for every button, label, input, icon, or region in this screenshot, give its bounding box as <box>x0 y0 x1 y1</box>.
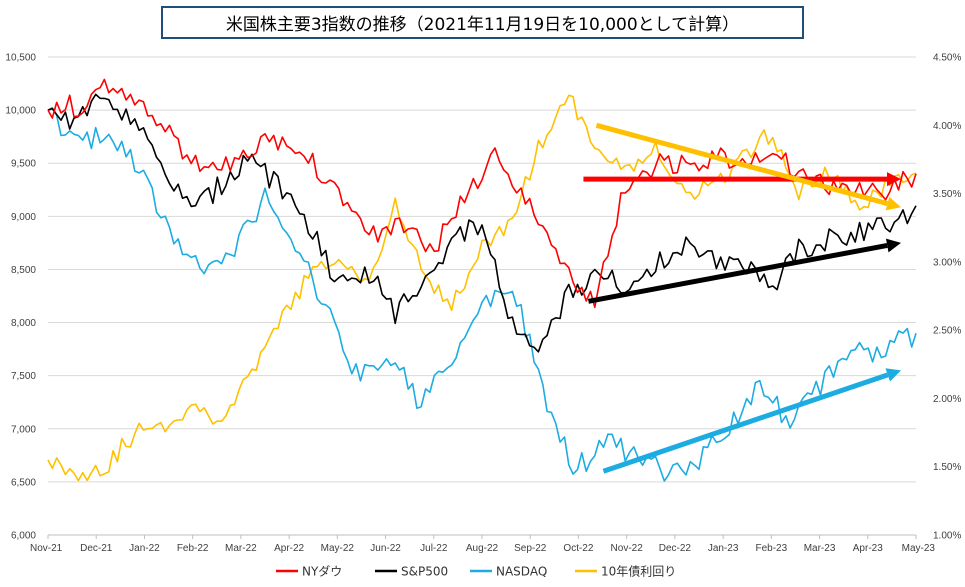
trend-arrow-line-1 <box>595 122 889 207</box>
x-tick-label: Oct-22 <box>563 543 593 554</box>
x-tick-label: Dec-21 <box>80 543 113 554</box>
y-left-tick-label: 9,500 <box>11 159 36 170</box>
x-tick-label: Feb-23 <box>755 543 787 554</box>
x-tick-label: Apr-22 <box>274 543 304 554</box>
legend-label: NASDAQ <box>496 565 547 579</box>
x-tick-label: Feb-22 <box>177 543 209 554</box>
y-left-tick-label: 10,500 <box>5 53 36 64</box>
x-tick-label: May-23 <box>902 543 936 554</box>
series-line-2 <box>47 93 917 353</box>
trend-arrow-head-1 <box>885 196 901 211</box>
y-left-tick-label: 9,000 <box>11 212 36 223</box>
series-lines <box>47 78 917 482</box>
y-right-tick-label: 4.00% <box>933 121 961 132</box>
trend-arrow-head-3 <box>885 368 901 382</box>
y-left-tick-label: 7,500 <box>11 371 36 382</box>
legend-label: NYダウ <box>302 564 342 579</box>
y-left-tick-label: 6,500 <box>11 477 36 488</box>
x-tick-label: Nov-21 <box>30 543 63 554</box>
x-tick-label: Jan-23 <box>708 543 739 554</box>
y-axis-left-ticks: 6,000 6,500 7,000 7,500 8,000 8,500 9,000 9,500… <box>5 53 36 542</box>
x-tick-label: Aug-22 <box>466 543 499 554</box>
y-left-tick-label: 6,000 <box>11 531 36 542</box>
y-left-tick-label: 8,500 <box>11 265 36 276</box>
trend-arrows <box>583 122 901 474</box>
chart-title: 米国株主要3指数の推移（2021年11月19日を10,000として計算） <box>225 15 740 35</box>
x-tick-label: Mar-22 <box>225 543 257 554</box>
y-right-tick-label: 3.50% <box>933 189 961 200</box>
x-tick-label: Nov-22 <box>611 543 644 554</box>
x-tick-label: May-22 <box>321 543 355 554</box>
chart-title-box: 米国株主要3指数の推移（2021年11月19日を10,000として計算） <box>161 6 804 39</box>
y-right-tick-label: 4.50% <box>933 53 961 64</box>
x-tick-label: Jan-22 <box>129 543 160 554</box>
y-right-tick-label: 3.00% <box>933 257 961 268</box>
y-right-tick-label: 1.50% <box>933 462 961 473</box>
series-line-1 <box>47 106 917 482</box>
x-tick-label: Jun-22 <box>370 543 401 554</box>
trend-arrow-head-2 <box>885 238 901 253</box>
series-line-0 <box>47 94 917 482</box>
x-tick-label: Dec-22 <box>659 543 692 554</box>
x-tick-label: Jul-22 <box>420 543 448 554</box>
grid-lines <box>48 56 916 536</box>
y-axis-right-ticks: 1.00% 1.50% 2.00% 2.50% 3.00% 3.50% 4.00% 4.50% <box>933 53 961 542</box>
trend-arrow-line-2 <box>587 243 888 304</box>
legend-label: 10年債利回り <box>601 564 676 579</box>
y-left-tick-label: 10,000 <box>5 106 36 117</box>
legend: NYダウ S&P500 NASDAQ 10年債利回り <box>276 564 676 579</box>
trend-arrow-head-0 <box>887 172 901 187</box>
x-axis-ticks: Nov-21 Dec-21 Jan-22 Feb-22 Mar-22 Apr-22 May-… <box>30 535 935 554</box>
x-tick-label: Sep-22 <box>514 543 547 554</box>
y-right-tick-label: 2.50% <box>933 326 961 337</box>
x-tick-label: Mar-23 <box>804 543 836 554</box>
y-left-tick-label: 8,000 <box>11 318 36 329</box>
legend-label: S&P500 <box>401 565 448 579</box>
trend-arrow-line-3 <box>602 372 889 474</box>
x-tick-label: Apr-23 <box>853 543 883 554</box>
series-line-3 <box>47 78 917 309</box>
y-left-tick-label: 7,000 <box>11 424 36 435</box>
y-right-tick-label: 2.00% <box>933 394 961 405</box>
y-right-tick-label: 1.00% <box>933 531 961 542</box>
